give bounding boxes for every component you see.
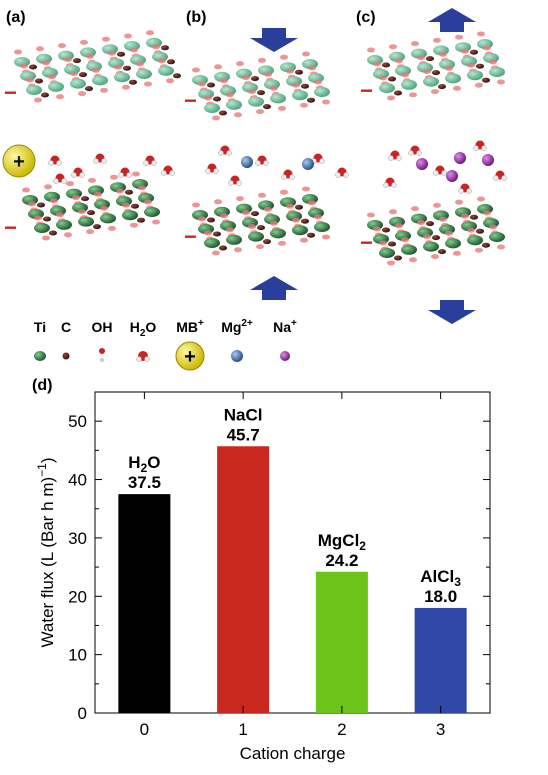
bar [118,494,171,713]
mxene-sheet-bottom [367,196,505,266]
bar-name-label: MgCl2 [318,531,367,553]
bar [414,607,467,713]
x-tick-label: 3 [436,720,445,739]
bar [217,446,270,713]
legend-label: OH [92,319,113,335]
x-tick-label: 0 [140,720,149,739]
legend-label: Mg2+ [221,318,253,335]
water-molecule-icon [205,163,219,174]
water-molecule-icon [53,173,67,184]
bar-value-label: 45.7 [227,425,260,444]
legend-label: Na+ [273,318,297,335]
bar-value-label: 18.0 [424,587,457,606]
sodium-ion-icon [482,154,494,166]
water-molecule-icon [48,155,62,166]
water-molecule-icon [71,167,85,178]
water-molecule-icon [118,167,132,178]
mxene-sheet-bottom [22,171,160,241]
negative-charge-sign: − [360,78,373,103]
water-molecule-icon [383,177,397,188]
x-axis-label: Cation charge [240,744,346,763]
legend-label: C [61,319,71,335]
y-axis-label: Water flux (L (Bar h m)−1) [35,457,57,647]
water-molecule-icon [388,150,402,161]
y-tick-label: 40 [68,471,87,490]
water-molecule-icon [335,167,349,178]
y-tick-label: 0 [78,704,87,723]
mxene-sheets [14,30,505,266]
interlayer-species [48,140,507,194]
magnesium-ion-icon [302,158,314,170]
bar [315,571,368,713]
negative-charge-sign: − [184,88,197,113]
negative-charge-sign: − [4,215,17,240]
species-legend: Ti C OH H2O MB+ + Mg2+ Na+ [34,318,297,371]
bar-value-label: 24.2 [325,551,358,570]
panel-label-b: (b) [186,9,206,26]
water-molecule-icon [228,175,242,186]
negative-charge-sign: − [184,224,197,249]
water-molecule-icon [473,140,487,151]
compress-arrow-icon [250,276,298,300]
y-tick-label: 50 [68,412,87,431]
legend-label: Ti [34,319,46,335]
water-molecule-icon [458,183,472,194]
magnesium-ion-icon [241,156,253,168]
hydroxyl-icon [99,348,105,362]
y-tick-label: 10 [68,646,87,665]
mxene-sheet-bottom [192,186,330,256]
panel-label-d: (d) [32,377,52,394]
legend-label: H2O [130,319,157,339]
bar-value-label: 37.5 [128,473,161,492]
ti-atom-icon [34,351,46,361]
compress-arrow-icon [250,28,298,52]
water-molecule-icon [143,155,157,166]
water-molecule-icon [281,169,295,180]
x-tick-label: 2 [337,720,346,739]
water-molecule-icon [161,165,175,176]
sodium-ion-icon [454,152,466,164]
sodium-ion-icon [280,351,290,361]
negative-charge-sign: − [4,80,17,105]
methylene-blue-cation-icon: + [175,341,205,371]
y-tick-label: 20 [68,587,87,606]
methylene-blue-cation-icon: + [2,144,36,178]
legend-label: MB+ [176,318,204,335]
expand-arrow-icon [428,300,476,324]
water-molecule-icon [93,153,107,164]
panel-label-a: (a) [6,9,26,26]
svg-text:+: + [13,151,25,173]
water-molecule-icon [408,145,422,156]
svg-text:+: + [184,346,196,368]
water-molecule-icon [218,145,232,156]
mxene-sheet-top [367,31,505,101]
water-molecule-icon [433,165,447,176]
y-tick-label: 30 [68,529,87,548]
sodium-ion-icon [416,158,428,170]
mxene-schematic: (a) (b) (c) − − − − − − + Ti C OH H2O MB+ + Mg… [2,8,507,371]
sodium-ion-icon [446,170,458,182]
water-molecule-icon [493,170,507,181]
x-tick-label: 1 [238,720,247,739]
water-molecule-icon [255,155,269,166]
bar-name-label: AlCl3 [420,567,461,589]
expand-arrow-icon [428,8,476,32]
mxene-sheet-top [14,30,181,103]
plot-frame [94,391,491,714]
magnesium-ion-icon [231,350,243,362]
water-molecule-icon [136,351,150,362]
panel-label-c: (c) [356,9,376,26]
bar-name-label: NaCl [224,405,263,424]
bar-name-label: H2O [128,453,160,475]
negative-charge-sign: − [360,230,373,255]
mxene-sheet-top [192,51,330,121]
carbon-atom-icon [62,352,70,360]
